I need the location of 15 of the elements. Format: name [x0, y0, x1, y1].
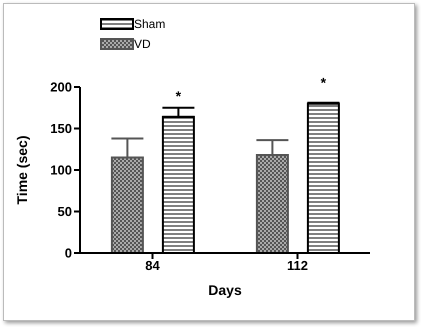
legend-label: Sham: [134, 17, 166, 31]
x-axis-title: Days: [208, 282, 242, 298]
y-axis-title: Time (sec): [14, 136, 30, 204]
y-tick-label: 200: [50, 80, 72, 95]
y-tick-label: 100: [50, 162, 72, 178]
bar: [256, 154, 289, 253]
annotation: *: [176, 88, 182, 104]
y-tick-label: 150: [50, 121, 72, 136]
legend-label: VD: [134, 37, 151, 51]
x-tick-label: 84: [145, 258, 160, 274]
y-tick-label: 50: [58, 204, 72, 220]
y-tick-label: 0: [64, 246, 72, 261]
annotation: *: [320, 74, 327, 91]
bar: [110, 156, 144, 253]
x-tick-label: 112: [287, 258, 308, 274]
